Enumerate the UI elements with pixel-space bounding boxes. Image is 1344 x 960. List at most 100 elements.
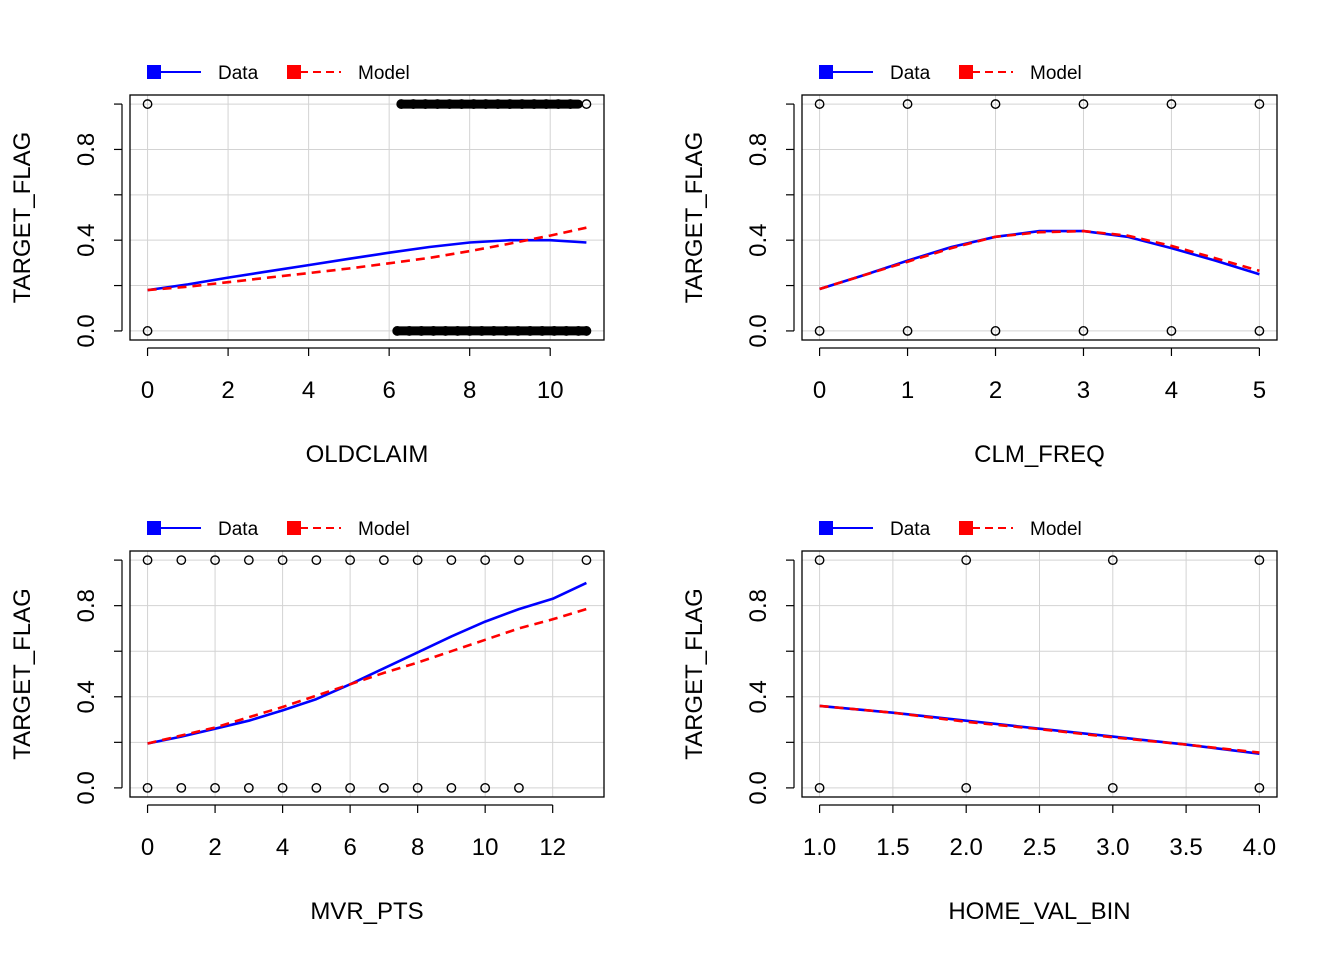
data-point [549, 326, 560, 336]
legend-label: Model [358, 519, 410, 540]
y-tick-label: 0.8 [745, 133, 772, 166]
data-point [565, 99, 576, 109]
data-point [501, 326, 511, 336]
plot-frame [129, 550, 605, 798]
series-line-model [147, 607, 587, 745]
data-point [243, 555, 254, 566]
legend: Data Model [819, 519, 1082, 540]
data-point [1254, 99, 1265, 109]
y-tick-label: 0.0 [73, 314, 100, 347]
data-point [345, 782, 356, 793]
data-point [480, 555, 491, 566]
x-axis-title: OLDCLAIM [306, 441, 429, 468]
x-tick-label: 8 [463, 377, 476, 404]
series-line-data [147, 581, 587, 745]
data-point [142, 326, 153, 336]
legend-swatch [819, 65, 833, 79]
y-tick-label: 0.0 [745, 314, 772, 347]
x-tick-label: 2 [989, 377, 1002, 404]
x-tick-label: 3 [1077, 377, 1090, 404]
y-tick-label: 0.8 [73, 589, 100, 622]
data-point [514, 555, 524, 566]
data-point [1166, 99, 1177, 109]
y-axis-title: TARGET_FLAG [681, 588, 708, 760]
data-point [990, 326, 1001, 336]
x-tick-label: 1.5 [876, 834, 909, 861]
y-tick-label: 0.0 [745, 771, 772, 804]
data-point [814, 99, 825, 109]
data-point [553, 99, 564, 109]
series-line-model [819, 704, 1260, 754]
legend: Data Model [819, 63, 1082, 84]
data-point [176, 555, 187, 566]
legend-swatch [959, 521, 973, 535]
y-tick-label: 0.8 [73, 133, 100, 166]
series-line-model [819, 229, 1260, 291]
data-point [210, 782, 220, 793]
data-point [1107, 555, 1118, 566]
data-point [488, 326, 499, 336]
y-tick-label: 0.4 [745, 680, 772, 713]
legend-label: Data [218, 519, 259, 540]
y-axis-title: TARGET_FLAG [9, 132, 36, 304]
x-tick-label: 2 [221, 377, 234, 404]
x-tick-label: 4 [302, 377, 315, 404]
y-tick-label: 0.4 [745, 223, 772, 256]
data-point [517, 99, 527, 109]
x-tick-label: 1 [901, 377, 914, 404]
data-point [468, 99, 479, 109]
data-point [1254, 555, 1265, 566]
data-point [392, 326, 403, 336]
data-point [311, 782, 322, 793]
legend: Data Model [147, 63, 410, 84]
data-point [452, 326, 463, 336]
data-point [456, 99, 467, 109]
data-point [277, 782, 288, 793]
x-tick-label: 4 [276, 834, 289, 861]
data-point [1078, 99, 1089, 109]
data-point [412, 782, 423, 793]
data-point [492, 99, 503, 109]
data-point [176, 782, 187, 793]
data-point [416, 326, 427, 336]
x-axis-title: CLM_FREQ [974, 441, 1105, 468]
x-tick-label: 0 [141, 834, 154, 861]
x-tick-label: 12 [539, 834, 566, 861]
data-point [541, 99, 552, 109]
x-tick-label: 10 [472, 834, 499, 861]
data-point [480, 782, 491, 793]
legend-swatch [147, 521, 161, 535]
data-point [277, 555, 288, 566]
data-point [581, 99, 592, 109]
data-point [396, 99, 407, 109]
data-point [210, 555, 220, 566]
y-tick-label: 0.0 [73, 771, 100, 804]
plot-frame [129, 94, 605, 341]
x-tick-label: 3.5 [1169, 834, 1202, 861]
data-point [345, 555, 356, 566]
panel-3: 0 2 4 6 8 10 12 0.0 0.4 0.8 MVR_PTS TARGET_FLAG Data… [9, 519, 605, 925]
data-point [428, 326, 439, 336]
data-point [480, 99, 491, 109]
panel-4: 1.0 1.5 2.0 2.5 3.0 3.5 4.0 0.0 0.4 0.8 HOME_VAL_B… [681, 519, 1278, 925]
x-axis-title: MVR_PTS [310, 898, 423, 925]
data-point [961, 782, 972, 793]
data-point [142, 99, 153, 109]
series-line-data [147, 238, 587, 292]
data-point [505, 99, 515, 109]
data-point [814, 555, 825, 566]
data-point [412, 555, 423, 566]
legend-swatch [147, 65, 161, 79]
y-tick-label: 0.4 [73, 680, 100, 713]
data-point [378, 555, 389, 566]
legend-swatch [959, 65, 973, 79]
data-point [814, 326, 825, 336]
data-point [243, 782, 254, 793]
data-point [378, 782, 389, 793]
data-point [537, 326, 548, 336]
x-tick-label: 8 [411, 834, 424, 861]
data-point [420, 99, 431, 109]
legend-label: Data [218, 63, 259, 84]
legend-label: Model [358, 63, 410, 84]
y-tick-label: 0.8 [745, 589, 772, 622]
